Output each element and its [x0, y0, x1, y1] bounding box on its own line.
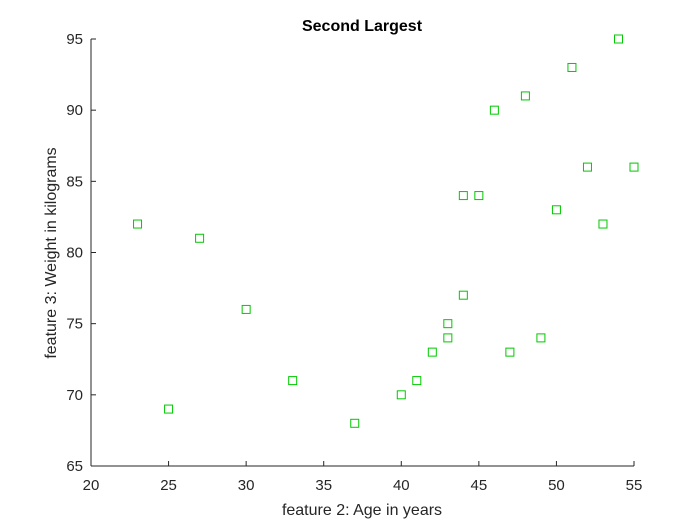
x-tick-label: 55	[626, 477, 643, 494]
x-tick-label: 50	[548, 477, 565, 494]
data-point	[443, 319, 453, 329]
y-tick-label: 95	[66, 31, 83, 48]
x-tick-label: 40	[393, 477, 410, 494]
x-tick-label: 25	[160, 477, 177, 494]
y-tick-label: 90	[66, 102, 83, 119]
data-point	[458, 191, 468, 201]
x-tick-label: 35	[315, 477, 332, 494]
data-point	[443, 333, 453, 343]
data-point	[164, 404, 174, 414]
ticks: 20 25 30 35 40 45 50 55 65 70 75 80 85 90 95	[66, 31, 642, 494]
data-point	[241, 304, 251, 314]
data-point	[489, 105, 499, 115]
x-axis-label: feature 2: Age in years	[282, 502, 442, 519]
data-point	[195, 233, 205, 243]
y-tick-label: 65	[66, 458, 83, 475]
data-point	[582, 162, 592, 172]
data-point	[412, 376, 422, 386]
data-point	[505, 347, 515, 357]
data-point	[598, 219, 608, 229]
data-point	[629, 162, 639, 172]
chart-title: Second Largest	[302, 18, 423, 35]
data-point	[474, 191, 484, 201]
x-tick-label: 20	[83, 477, 100, 494]
data-point	[288, 376, 298, 386]
data-point	[613, 34, 623, 44]
data-point	[133, 219, 143, 229]
data-point	[536, 333, 546, 343]
data-point	[520, 91, 530, 101]
x-tick-label: 30	[238, 477, 255, 494]
data-point	[567, 62, 577, 72]
y-tick-label: 80	[66, 245, 83, 262]
data-point	[551, 205, 561, 215]
data-point	[427, 347, 437, 357]
y-tick-label: 85	[66, 173, 83, 190]
y-tick-label: 70	[66, 387, 83, 404]
data-point	[396, 390, 406, 400]
data-point	[350, 418, 360, 428]
data-points	[133, 34, 639, 428]
y-tick-label: 75	[66, 316, 83, 333]
x-tick-label: 45	[471, 477, 488, 494]
data-point	[458, 290, 468, 300]
axes	[90, 39, 634, 467]
y-axis-label: feature 3: Weight in kilograms	[43, 147, 60, 358]
